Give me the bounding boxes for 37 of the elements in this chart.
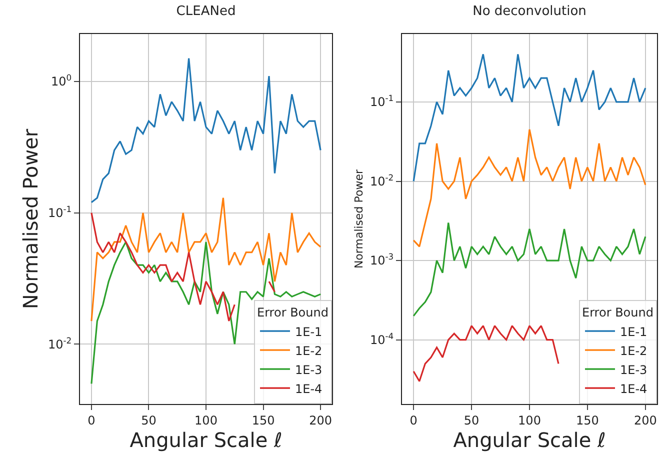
y-tick-label: 10$^{-2}$	[370, 172, 394, 188]
y-tick-label: 10$^{-2}$	[48, 335, 72, 352]
x-tick-label: 100	[194, 413, 218, 428]
line-series	[90, 58, 322, 204]
x-axis-title: Angular Scale ℓ	[453, 428, 606, 452]
x-tick-label: 200	[634, 413, 657, 428]
x-tick-label: 50	[464, 413, 480, 428]
legend-label: 1E-3	[620, 362, 648, 377]
legend-label: 1E-2	[620, 344, 648, 358]
x-tick-label: 0	[410, 413, 418, 428]
x-tick-label: 0	[88, 413, 96, 428]
legend-label: 1E-1	[620, 324, 648, 339]
legend-title: Error Bound	[582, 306, 654, 320]
x-tick-label: 200	[309, 413, 332, 428]
line-series	[412, 128, 646, 248]
chart-title: No deconvolution	[472, 4, 586, 20]
legend-label: 1E-4	[620, 382, 648, 396]
legend-title: Error Bound	[257, 306, 328, 320]
legend-label: 1E-4	[295, 382, 322, 396]
line-series	[412, 325, 560, 382]
legend-label: 1E-2	[295, 344, 322, 358]
legend-label: 1E-1	[295, 324, 322, 339]
line-series	[412, 53, 646, 182]
x-axis-title: Angular Scale ℓ	[130, 428, 282, 452]
chart-title: CLEANed	[176, 4, 236, 20]
y-axis-title: Normalised Power	[18, 128, 42, 310]
y-tick-label: 10$^{-1}$	[48, 204, 72, 220]
legend-label: 1E-3	[295, 362, 322, 377]
y-tick-label: 10$^{-4}$	[370, 330, 394, 348]
x-tick-label: 150	[252, 413, 275, 428]
y-tick-label: 10$^{-1}$	[370, 93, 394, 110]
x-tick-label: 50	[141, 413, 156, 428]
y-axis-title: Normalised Power	[352, 168, 366, 269]
y-tick-label: 10$^{0}$	[50, 72, 72, 89]
x-tick-label: 100	[518, 413, 541, 428]
y-tick-label: 10$^{-3}$	[370, 252, 394, 268]
x-tick-label: 150	[576, 413, 599, 428]
